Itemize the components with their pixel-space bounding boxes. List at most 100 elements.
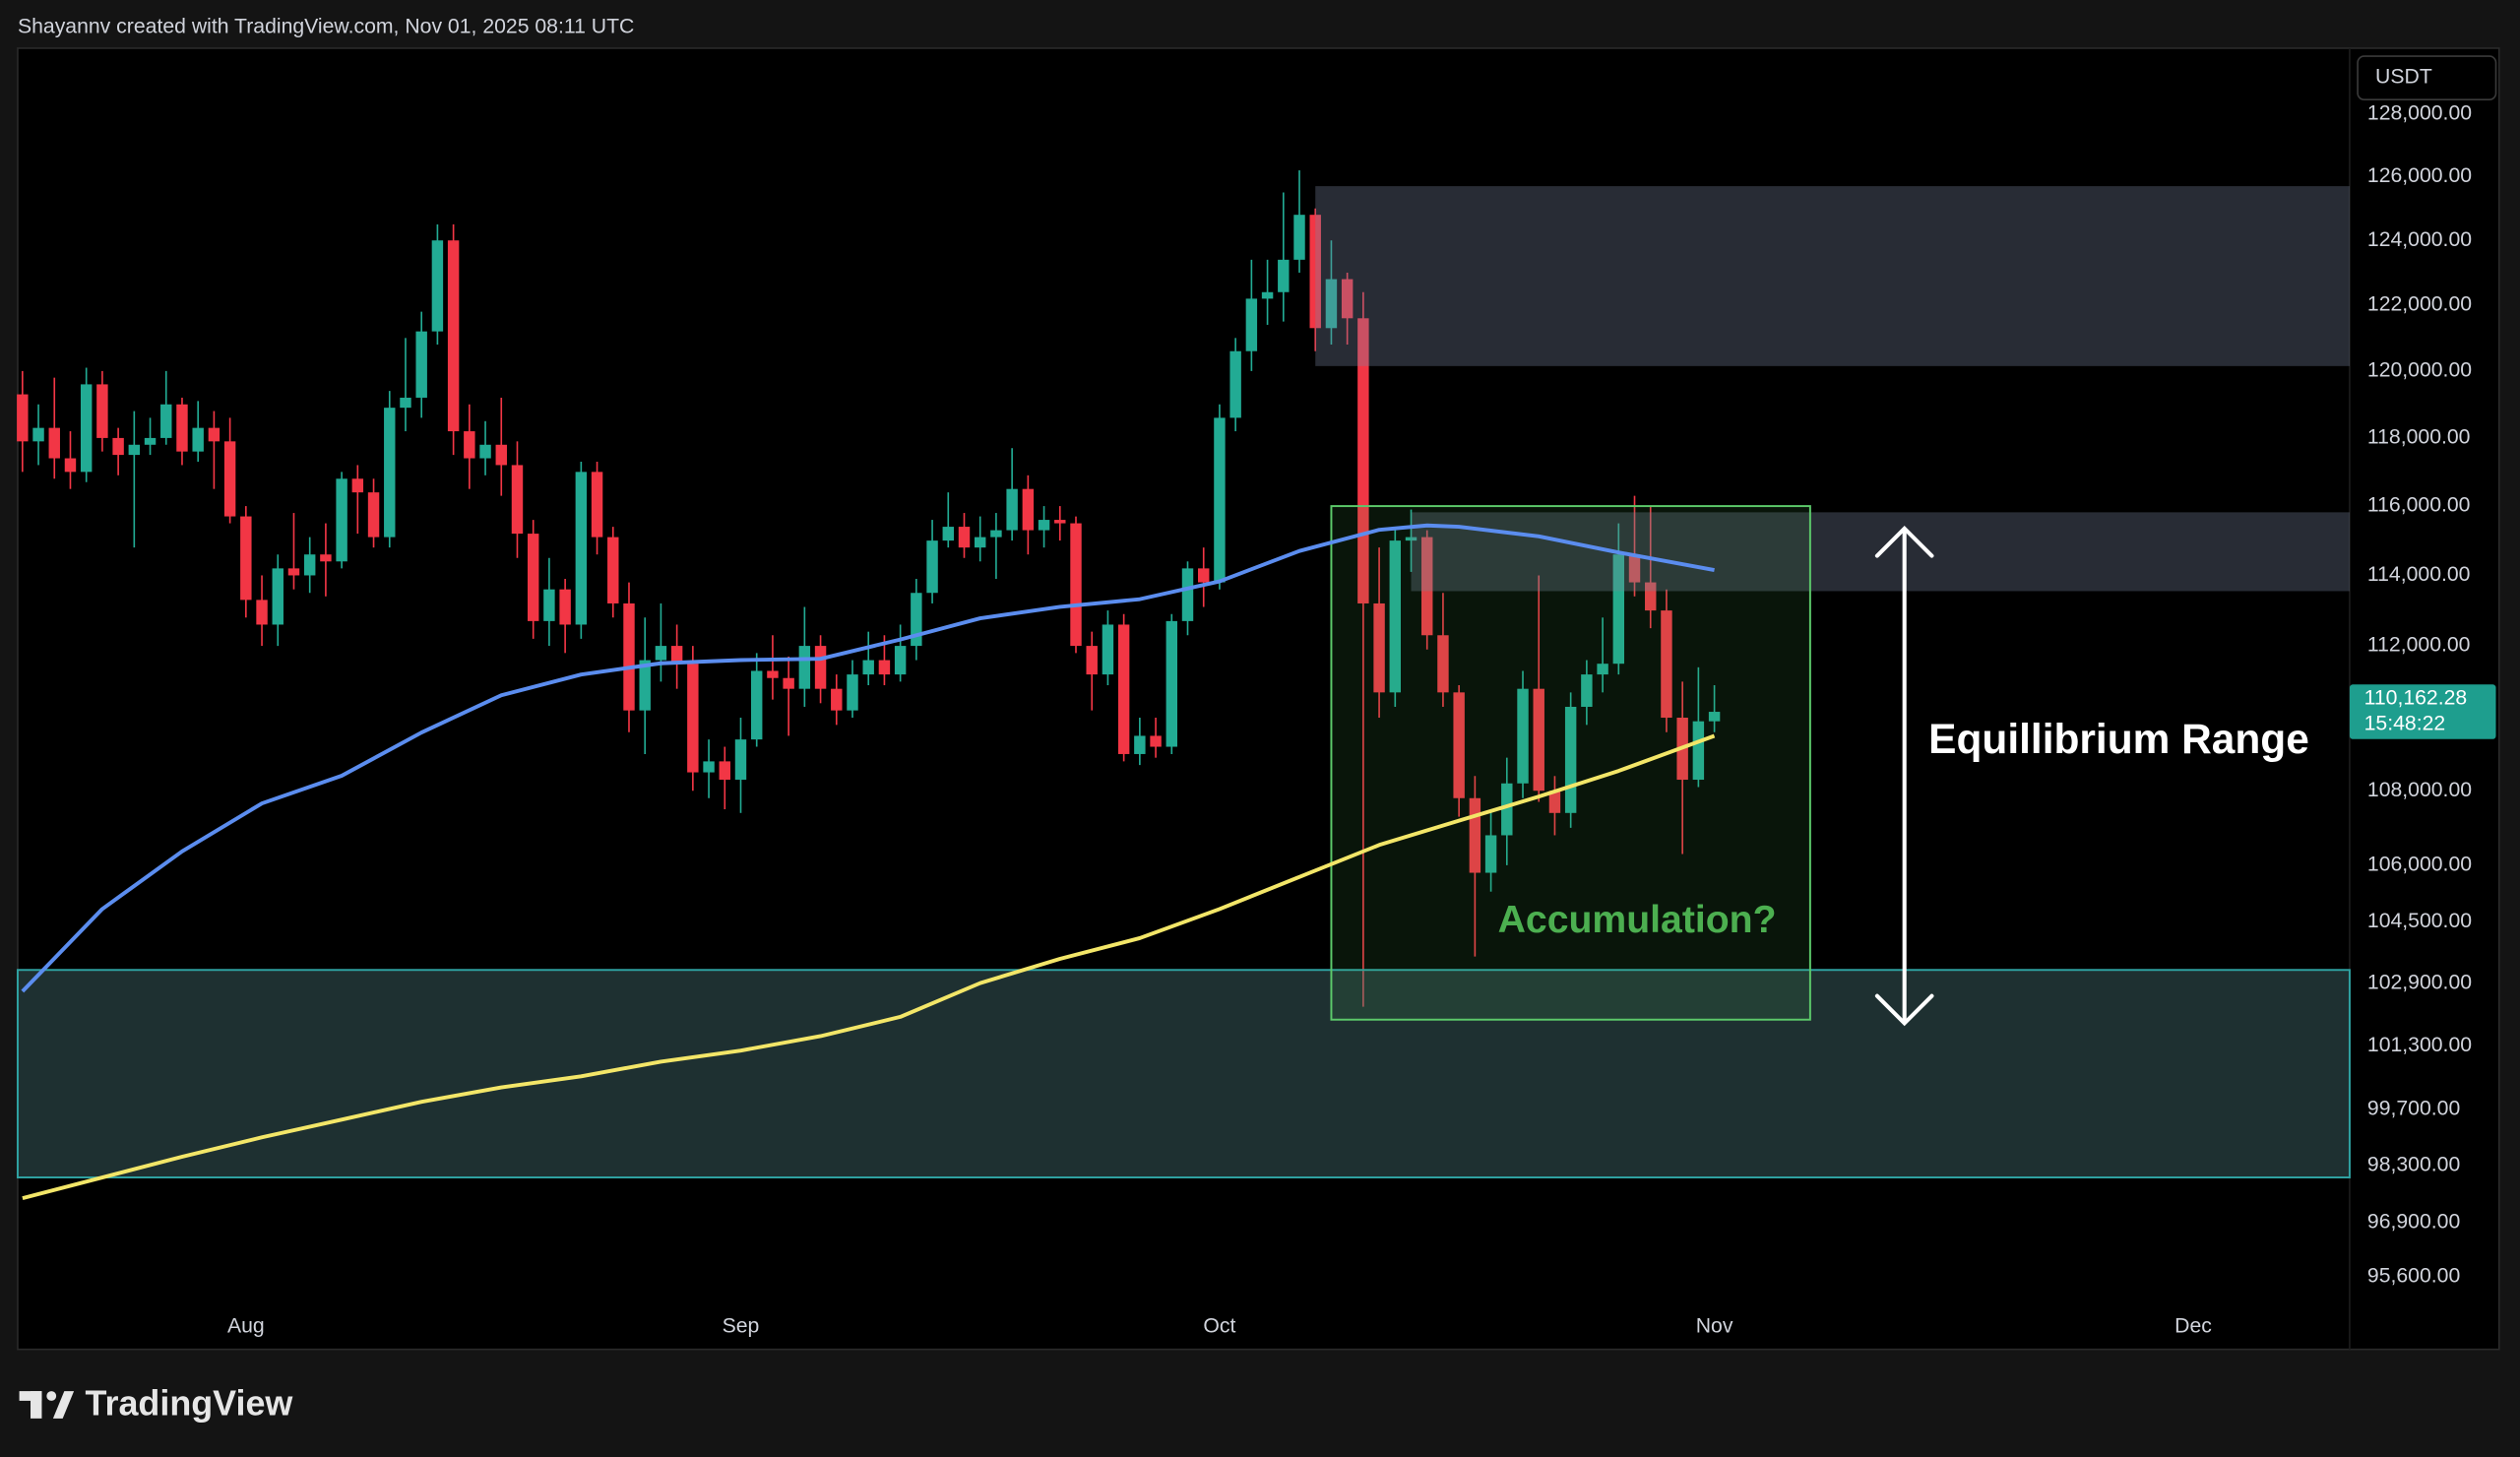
brand-logo [19,1391,75,1419]
candle-body [336,478,347,562]
y-tick-label: 98,300.00 [2367,1154,2460,1176]
candle-body [1469,797,1481,873]
candle-body [1070,523,1082,647]
candle-body [256,600,268,625]
candle-body [527,534,539,621]
candle-body [1564,706,1577,813]
y-tick-label: 102,900.00 [2367,972,2472,994]
y-tick-label: 95,600.00 [2367,1264,2460,1287]
candle-body [814,646,827,689]
currency[interactable]: USDT [2375,66,2432,89]
y-tick-label: 104,500.00 [2367,910,2472,932]
candle-body [1181,568,1194,621]
candle-body [719,761,730,781]
y-tick-label: 101,300.00 [2367,1034,2472,1056]
candle-body [415,331,427,398]
candle-body [926,540,938,594]
arrow-head [1874,525,1934,558]
candle-body [974,537,986,548]
candle-body [64,458,77,473]
candle-body [48,427,60,459]
y-tick-label: 112,000.00 [2367,634,2471,657]
candle-body [1517,688,1529,784]
candle-body [783,677,794,689]
moving-average-line [21,523,1715,993]
candle-body [160,404,172,438]
candle-body [447,240,460,432]
candle-body [607,537,619,603]
candle-body [431,240,444,332]
candle-body [1309,215,1321,329]
candle-body [144,437,157,445]
arrow-head [1874,993,1934,1027]
candle-body [639,660,651,711]
x-tick-label: Nov [1696,1314,1733,1337]
candle-body [847,674,858,711]
candle-body [1501,783,1513,836]
candle-body [223,441,236,517]
candle-body [1357,318,1369,603]
candle-body [479,444,491,459]
last-price-box [2349,684,2496,739]
candle-body [1245,298,1258,351]
y-tick-label: 96,900.00 [2367,1211,2460,1234]
last-price-label: 110,162.28 [2364,687,2468,710]
candle-body [734,739,747,781]
currency-button[interactable] [2357,55,2497,100]
brand: TradingView [86,1383,293,1423]
candle-body [767,670,779,678]
candle-body [958,527,971,548]
y-tick-label: 116,000.00 [2367,494,2471,517]
candle-body [703,761,715,773]
y-tick-label: 128,000.00 [2367,101,2472,124]
zone [1330,505,1811,1021]
candle-body [112,437,124,456]
candle-body [1437,635,1449,693]
candle-body [1229,350,1241,418]
candle-body [911,593,922,647]
candle-body [384,408,396,538]
y-tick-label: 106,000.00 [2367,854,2472,876]
candle-body [1581,674,1593,707]
zones [16,186,2351,1179]
candle-body [32,427,44,442]
candle-body [623,602,635,711]
candle-body [750,670,763,740]
candle-body [1484,835,1497,873]
candle-body [176,404,188,452]
annotation: Accumulation? [1498,899,1777,941]
candle-body [464,431,475,459]
candle-body [1612,554,1625,665]
y-tick-label: 124,000.00 [2367,228,2472,251]
logo-part [52,1391,75,1419]
logo-part [31,1391,42,1419]
chart-pane [17,47,2500,1351]
candle-body [1198,568,1210,583]
candle-body [1597,664,1608,675]
candle-body [1166,620,1178,747]
candle-body [687,664,699,773]
candle-body [862,660,874,675]
zone [1315,186,2350,366]
candle-body [1341,279,1354,319]
y-tick-label: 122,000.00 [2367,293,2472,316]
candle-body [1645,582,1657,611]
candle-body [1453,692,1465,798]
x-tick-label: Oct [1203,1314,1235,1337]
candle-body [1661,610,1672,719]
candle-body [1278,259,1290,292]
x-tick-label: Aug [227,1314,265,1337]
candle-body [320,554,332,562]
candle-body [1022,488,1035,531]
candle-body [655,646,667,661]
candle-body [1548,791,1561,813]
candle-body [575,472,588,625]
header: Shayannv created with TradingView.com, N… [18,15,634,37]
candle-body [1389,540,1402,693]
candle-body [1708,712,1721,722]
candle-body [1102,624,1114,675]
candle-body [798,646,811,689]
candle-body [192,427,204,452]
y-tick-label: 118,000.00 [2367,426,2471,449]
